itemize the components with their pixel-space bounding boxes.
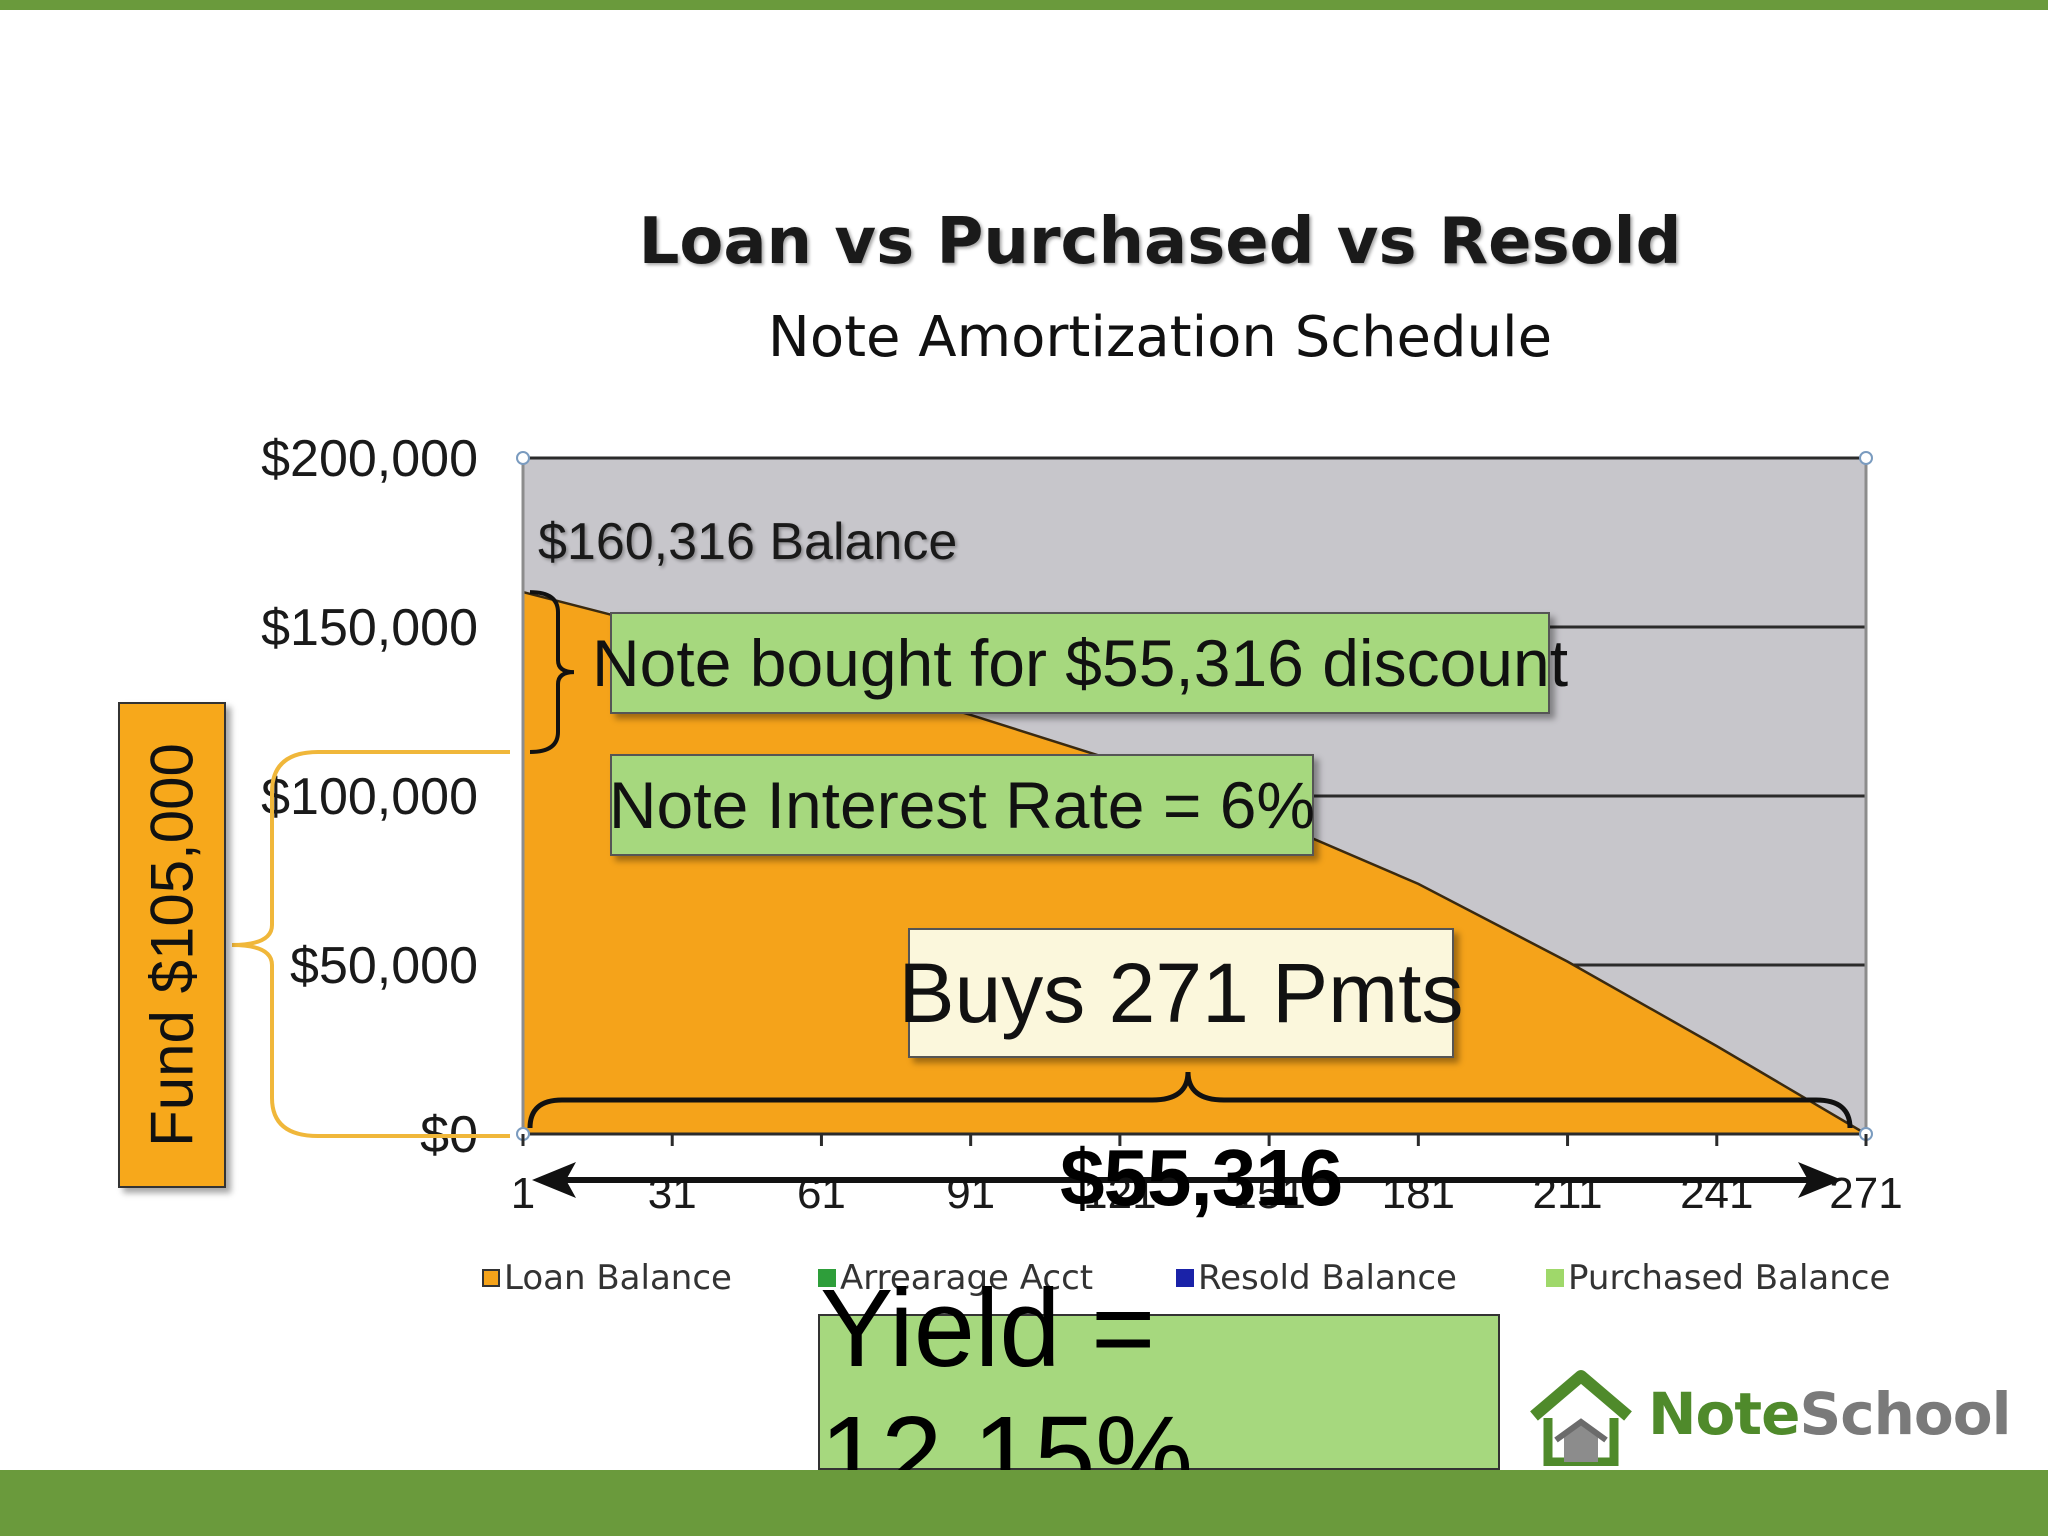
yield-box: Yield = 12.15% [818,1267,1500,1517]
legend-swatch-arrearage-acct [818,1269,836,1287]
legend-swatch-purchased-balance [1546,1269,1564,1287]
x-tick-label: 241 [1680,1169,1753,1218]
fund-box: Fund $105,000 [118,702,226,1188]
legend-item-arrearage-acct: Arrearage Acct [818,1258,1093,1298]
payments-callout-text: Buys 271 Pmts [898,945,1464,1040]
legend-item-loan-balance: Loan Balance [482,1258,732,1298]
frame-handle [516,451,530,465]
house-icon [1530,1370,1632,1466]
y-tick-label: $150,000 [261,599,478,657]
x-tick-label: 61 [797,1169,846,1218]
y-tick-label: $100,000 [261,768,478,826]
bottom-accent-bar [0,1470,2048,1536]
annotation-overlay [231,590,1853,1198]
interest-callout: Note Interest Rate = 6% [608,754,1316,856]
chart-title: Loan vs Purchased vs Resold [638,205,1682,279]
legend-swatch-resold-balance [1176,1269,1194,1287]
x-tick-label: 31 [648,1169,697,1218]
discount-callout: Note bought for $55,316 discount [592,612,1568,714]
x-tick-label: 181 [1382,1169,1455,1218]
legend-label-arrearage-acct: Arrearage Acct [840,1258,1094,1298]
interest-callout-text: Note Interest Rate = 6% [608,768,1316,842]
legend-item-resold-balance: Resold Balance [1176,1258,1457,1298]
y-axis-ticks: $200,000$150,000$100,000$50,000$0 [261,430,478,1164]
arrow-left-head [532,1162,576,1198]
top-accent-bar [0,0,2048,10]
x-tick-label: 91 [946,1169,995,1218]
y-tick-label: $200,000 [261,430,478,488]
fund-label: Fund $105,000 [138,743,206,1147]
logo-school-text: School [1799,1380,2011,1448]
balance-annotation: $160,316 Balance [538,513,958,571]
x-tick-label: 211 [1532,1169,1602,1218]
noteschool-logo: NoteSchool [1526,1366,2026,1466]
payments-brace [527,1071,1853,1129]
chart-legend: Loan Balance Arrearage Acct Resold Balan… [0,1258,2048,1308]
legend-label-purchased-balance: Purchased Balance [1568,1258,1891,1298]
loan-balance-area [523,592,1866,1134]
payments-callout: Buys 271 Pmts [899,928,1463,1058]
legend-label-loan-balance: Loan Balance [504,1258,732,1298]
discount-callout-text: Note bought for $55,316 discount [591,626,1569,700]
arrow-right-head [1798,1162,1842,1198]
frame-handle [1859,451,1873,465]
fund-brace [231,750,510,1138]
logo-note-text: Note [1648,1380,1800,1448]
logo-wordmark: NoteSchool [1648,1380,2011,1448]
x-tick-label: 1 [511,1169,535,1218]
x-tick-label: 271 [1829,1169,1902,1218]
legend-swatch-loan-balance [482,1269,500,1287]
discount-amount: $55,316 [1060,1133,1343,1222]
chart-subtitle: Note Amortization Schedule [767,305,1553,370]
legend-label-resold-balance: Resold Balance [1198,1258,1457,1298]
legend-item-purchased-balance: Purchased Balance [1546,1258,1890,1298]
discount-brace [529,590,575,754]
y-tick-label: $50,000 [290,937,478,995]
